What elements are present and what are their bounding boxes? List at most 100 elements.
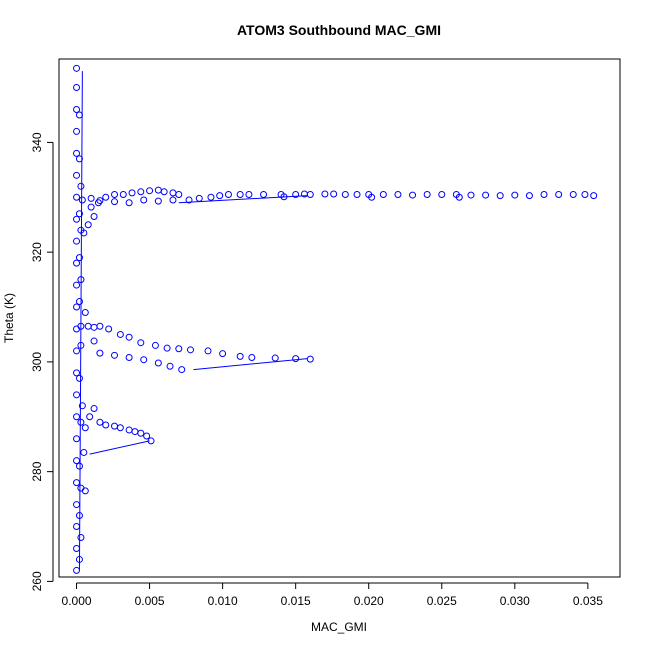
- y-tick-label: 260: [30, 571, 44, 591]
- data-point: [175, 345, 183, 353]
- data-points: [73, 64, 598, 574]
- data-point: [236, 191, 244, 199]
- data-point: [84, 322, 92, 330]
- data-point: [204, 347, 212, 355]
- x-tick-label: 0.015: [281, 594, 311, 608]
- data-point: [111, 422, 119, 430]
- data-point: [271, 354, 279, 362]
- data-point: [581, 191, 589, 199]
- data-point: [590, 192, 598, 200]
- data-point: [81, 424, 89, 432]
- data-point: [73, 84, 81, 92]
- data-point: [140, 196, 148, 204]
- data-point: [154, 186, 162, 194]
- data-point: [166, 362, 174, 370]
- data-point: [75, 298, 83, 306]
- y-tick-label: 300: [30, 352, 44, 372]
- data-point: [438, 191, 446, 199]
- data-point: [140, 356, 148, 364]
- data-point: [73, 171, 81, 179]
- data-point: [207, 193, 215, 201]
- data-point: [73, 566, 81, 574]
- data-point: [77, 341, 85, 349]
- data-point: [482, 191, 490, 199]
- data-point: [96, 418, 104, 426]
- data-point: [292, 355, 300, 363]
- data-point: [245, 191, 253, 199]
- data-point: [77, 182, 85, 190]
- data-point: [73, 105, 81, 113]
- data-point: [90, 323, 98, 331]
- data-point: [306, 191, 314, 199]
- data-point: [169, 196, 177, 204]
- data-point: [216, 192, 224, 200]
- data-point: [73, 64, 81, 72]
- data-point: [116, 330, 124, 338]
- y-tick-label: 280: [30, 461, 44, 481]
- data-point: [119, 191, 127, 199]
- data-point: [409, 191, 417, 199]
- data-point: [178, 366, 186, 374]
- data-point: [75, 374, 83, 382]
- data-point: [80, 448, 88, 456]
- data-point: [292, 191, 300, 199]
- data-point: [94, 199, 102, 207]
- connector-lines: [78, 71, 308, 571]
- data-point: [195, 194, 203, 202]
- data-point: [186, 346, 194, 354]
- data-point: [175, 191, 183, 199]
- data-point: [77, 418, 85, 426]
- data-point: [73, 127, 81, 135]
- data-point: [280, 193, 288, 201]
- x-tick-label: 0.035: [573, 594, 603, 608]
- connector-line: [78, 71, 83, 571]
- data-point: [73, 369, 81, 377]
- y-tick-label: 340: [30, 132, 44, 152]
- data-point: [90, 405, 98, 413]
- data-point: [125, 333, 133, 341]
- data-point: [73, 281, 81, 289]
- data-point: [73, 413, 81, 421]
- data-point: [77, 322, 85, 330]
- data-point: [306, 355, 314, 363]
- data-point: [341, 191, 349, 199]
- data-point: [73, 303, 81, 311]
- connector-line: [89, 440, 150, 455]
- data-point: [219, 350, 227, 358]
- data-point: [394, 191, 402, 199]
- data-point: [73, 479, 81, 487]
- connector-line: [178, 195, 308, 204]
- x-tick-label: 0.010: [208, 594, 238, 608]
- data-point: [73, 391, 81, 399]
- data-point: [569, 191, 577, 199]
- data-point: [78, 196, 86, 204]
- data-point: [260, 191, 268, 199]
- x-tick-label: 0.025: [427, 594, 457, 608]
- data-point: [248, 354, 256, 362]
- data-point: [102, 193, 110, 201]
- plot-frame: [58, 58, 621, 578]
- y-tick-label: 320: [30, 242, 44, 262]
- data-point: [236, 352, 244, 360]
- data-point: [467, 191, 475, 199]
- data-point: [73, 259, 81, 267]
- x-axis-label: MAC_GMI: [311, 620, 367, 634]
- x-tick-label: 0.030: [500, 594, 530, 608]
- x-tick-label: 0.000: [62, 594, 92, 608]
- data-point: [116, 424, 124, 432]
- x-axis: 0.000 0.005 0.010 0.015 0.020 0.025 0.030 0.035: [62, 582, 603, 608]
- data-point: [77, 484, 85, 492]
- data-point: [151, 341, 159, 349]
- data-point: [73, 325, 81, 333]
- data-point: [75, 462, 83, 470]
- data-point: [321, 190, 329, 198]
- data-point: [75, 210, 83, 218]
- data-point: [111, 198, 119, 206]
- data-point: [73, 215, 81, 223]
- data-point: [125, 199, 133, 207]
- chart-title: ATOM3 Southbound MAC_GMI: [237, 22, 441, 38]
- y-axis: 260 280 300 320 340: [30, 132, 54, 591]
- data-point: [75, 111, 83, 119]
- data-point: [185, 196, 193, 204]
- data-point: [125, 426, 133, 434]
